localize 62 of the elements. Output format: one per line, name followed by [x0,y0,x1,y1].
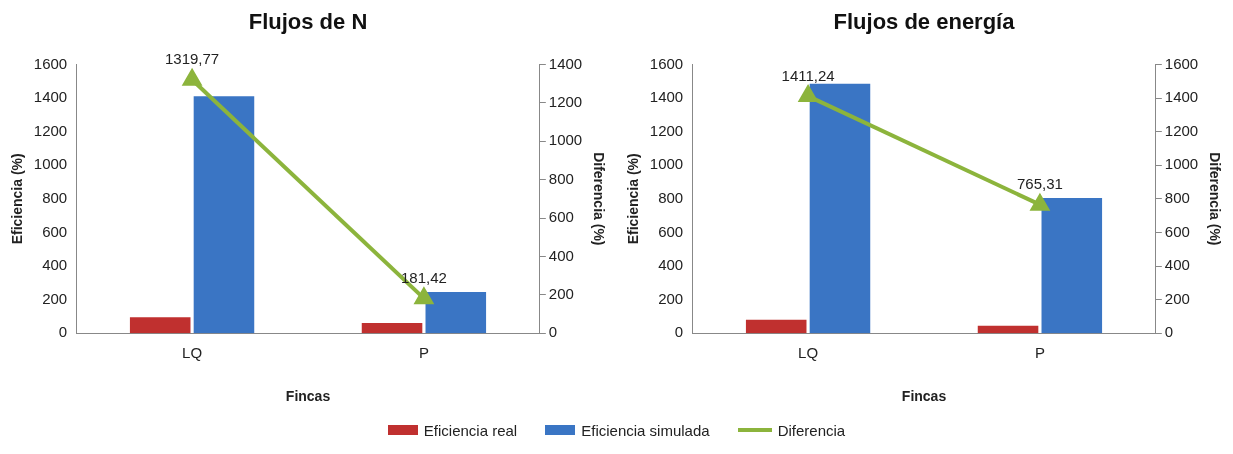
bar [977,325,1039,334]
bar [361,323,423,334]
y2-axis-title: Diferencia (%) [590,152,607,246]
y2-tick-label: 1200 [1164,121,1199,139]
y-tick-label: 200 [42,289,68,307]
x-axis-title: Fincas [901,388,947,405]
y2-tick-label: 1400 [548,54,583,72]
y2-tick-label: 1600 [1164,54,1199,72]
y2-axis-title: Diferencia (%) [1206,152,1223,246]
legend-label: Eficiencia simulada [581,421,710,439]
y-tick-label: 1200 [649,121,684,139]
y2-tick-label: 0 [548,323,558,341]
chart-title: Flujos de N [248,9,368,35]
y2-tick-label: 200 [1164,289,1190,307]
y2-tick-label: 1000 [548,131,583,149]
y2-tick-label: 400 [548,246,574,264]
data-label: 1411,24 [781,66,835,84]
y-tick-label: 800 [42,188,68,206]
y-tick-label: 1600 [649,54,684,72]
bar [1041,197,1103,334]
y-tick-label: 1000 [33,155,68,173]
y2-tick-label: 600 [1164,222,1190,240]
legend-label: Eficiencia real [423,421,518,439]
y2-tick-label: 200 [548,284,574,302]
y2-tick-label: 400 [1164,256,1190,274]
y-axis-title: Eficiencia (%) [9,153,26,245]
y2-tick-label: 800 [548,169,574,187]
y-tick-label: 1400 [33,88,68,106]
x-tick-label: LQ [798,344,819,362]
y-tick-label: 1600 [33,54,68,72]
chart-title: Flujos de energía [833,9,1016,35]
x-tick-label: P [1034,344,1045,362]
data-label: 1319,77 [164,50,220,68]
y2-tick-label: 1400 [1164,88,1199,106]
legend-label: Diferencia [777,421,846,439]
data-label: 765,31 [1016,175,1063,193]
y2-tick-label: 0 [1164,323,1174,341]
y-tick-label: 400 [42,256,68,274]
bar [193,96,255,334]
y-tick-label: 0 [674,323,684,341]
data-label: 181,42 [400,269,447,287]
bar [745,319,807,334]
bar [809,83,871,334]
x-tick-label: P [418,344,429,362]
y-tick-label: 0 [58,323,68,341]
x-axis-title: Fincas [285,388,331,405]
y2-tick-label: 800 [1164,188,1190,206]
y-tick-label: 1400 [649,88,684,106]
bar [129,317,191,334]
y-tick-label: 600 [658,222,684,240]
y2-tick-label: 1200 [548,92,583,110]
y-tick-label: 1000 [649,155,684,173]
y-axis-title: Eficiencia (%) [625,153,642,245]
y-tick-label: 400 [658,256,684,274]
y-tick-label: 200 [658,289,684,307]
y-tick-label: 600 [42,222,68,240]
y-tick-label: 1200 [33,121,68,139]
y2-tick-label: 1000 [1164,155,1199,173]
bar [425,292,487,334]
x-tick-label: LQ [182,344,203,362]
y-tick-label: 800 [658,188,684,206]
y2-tick-label: 600 [548,208,574,226]
